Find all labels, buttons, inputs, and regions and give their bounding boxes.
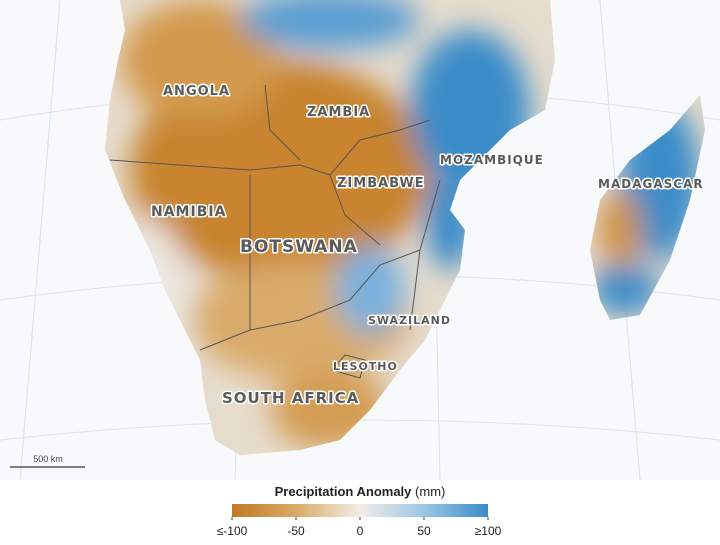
legend-unit: (mm) xyxy=(415,484,445,499)
legend-title: Precipitation Anomaly (mm) xyxy=(275,484,446,499)
legend-title-text: Precipitation Anomaly xyxy=(275,484,413,499)
country-label: ZIMBABWE xyxy=(337,176,425,191)
country-label: MADAGASCAR xyxy=(598,177,704,191)
country-labels: ANGOLA ZAMBIA MOZAMBIQUE MADAGASCAR ZIMBABWE… xyxy=(150,83,705,409)
colorbar xyxy=(232,504,488,517)
country-label: MOZAMBIQUE xyxy=(440,153,544,167)
country-label: ZAMBIA xyxy=(307,105,370,120)
country-label: ANGOLA xyxy=(163,84,230,99)
country-label: SWAZILAND xyxy=(368,314,451,327)
scale-bar-label: 500 km xyxy=(33,454,63,464)
colorbar-tick-label: ≥100 xyxy=(475,524,502,538)
country-label: LESOTHO xyxy=(333,360,398,373)
country-label: BOTSWANA xyxy=(240,237,358,257)
borders xyxy=(109,84,441,379)
colorbar-tick-label: -50 xyxy=(287,524,305,538)
colorbar-tick-label: 50 xyxy=(417,524,431,538)
colorbar-tick-label: ≤-100 xyxy=(217,524,248,538)
country-label: SOUTH AFRICA xyxy=(222,389,359,407)
country-label: NAMIBIA xyxy=(151,204,226,220)
colorbar-tick-label: 0 xyxy=(357,524,364,538)
